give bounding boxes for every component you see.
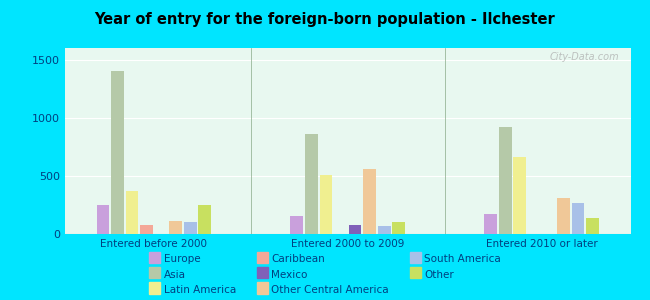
Bar xyxy=(140,225,153,234)
Bar xyxy=(499,127,512,234)
Bar xyxy=(305,134,318,234)
Bar xyxy=(169,221,182,234)
Bar xyxy=(484,214,497,234)
Bar xyxy=(97,205,109,234)
Bar xyxy=(348,225,361,234)
Legend: Europe, Asia, Latin America, Caribbean, Mexico, Other Central America, South Ame: Europe, Asia, Latin America, Caribbean, … xyxy=(149,254,501,295)
Bar xyxy=(557,198,570,234)
Bar xyxy=(363,169,376,234)
Bar xyxy=(125,191,138,234)
Bar xyxy=(392,222,405,234)
Text: City-Data.com: City-Data.com xyxy=(549,52,619,62)
Bar xyxy=(586,218,599,234)
Bar xyxy=(378,226,391,234)
Bar xyxy=(184,222,196,234)
Bar xyxy=(571,202,584,234)
Bar xyxy=(514,157,526,234)
Bar xyxy=(291,216,304,234)
Bar xyxy=(111,71,124,234)
Bar xyxy=(320,175,332,234)
Bar xyxy=(198,205,211,234)
Text: Year of entry for the foreign-born population - Ilchester: Year of entry for the foreign-born popul… xyxy=(95,12,555,27)
